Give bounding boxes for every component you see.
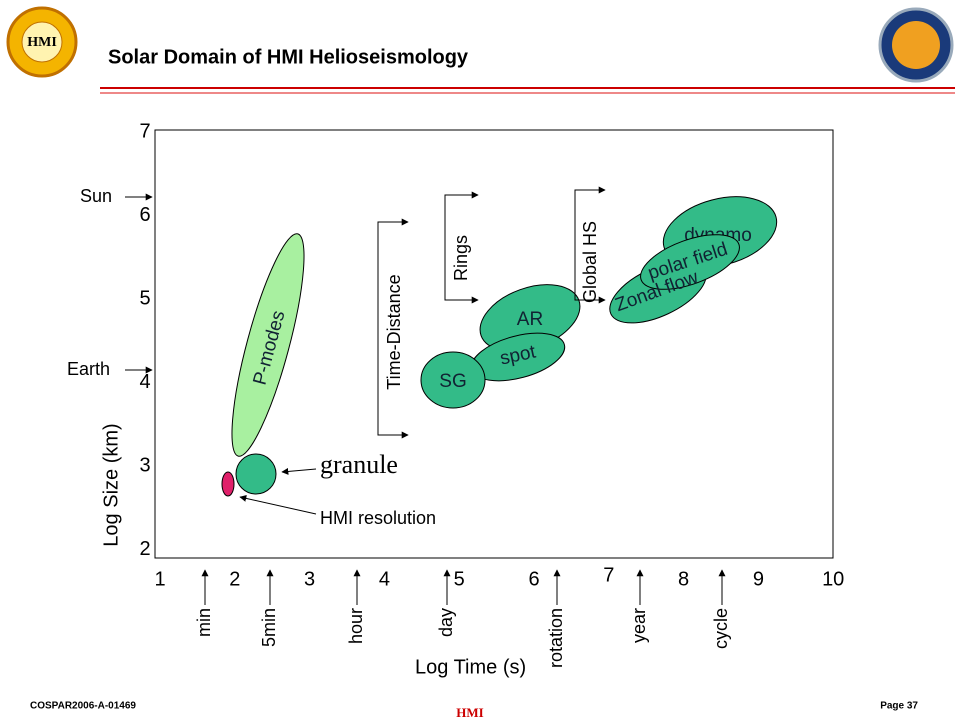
footer-right: Page 37 bbox=[880, 701, 918, 712]
granule-region bbox=[235, 453, 277, 495]
x-axis-label: Log Time (s) bbox=[415, 656, 526, 678]
arrow bbox=[281, 467, 317, 475]
time-marker: cycle bbox=[711, 608, 731, 649]
annotation: HMI resolution bbox=[320, 508, 436, 528]
sg-region bbox=[420, 351, 486, 409]
arrow bbox=[239, 494, 317, 515]
time-marker: year bbox=[629, 608, 649, 643]
region-label: granule bbox=[320, 450, 398, 479]
time-marker: min bbox=[194, 608, 214, 637]
x-tick-label: 3 bbox=[304, 568, 315, 590]
region-label: SG bbox=[439, 371, 466, 392]
resolution-mark bbox=[221, 471, 235, 497]
x-tick-label: 6 bbox=[528, 568, 539, 590]
x-tick-label: 9 bbox=[753, 568, 764, 590]
y-tick-label: 6 bbox=[139, 204, 150, 226]
time-marker: rotation bbox=[546, 608, 566, 668]
footer-center: HMI bbox=[456, 705, 483, 720]
x-tick-label: 10 bbox=[822, 568, 844, 590]
y-tick-label: 7 bbox=[139, 120, 150, 142]
y-tick-label: 3 bbox=[139, 454, 150, 476]
size-marker: Sun bbox=[80, 186, 112, 206]
polar-field-region bbox=[640, 234, 740, 290]
x-tick-label: 4 bbox=[379, 568, 390, 590]
logo-left: HMI bbox=[6, 6, 78, 78]
y-tick-label: 5 bbox=[139, 287, 150, 309]
technique-label: Global HS bbox=[580, 221, 600, 303]
x-tick-label: 8 bbox=[678, 568, 689, 590]
logo-right bbox=[878, 7, 954, 83]
svg-text:HMI: HMI bbox=[27, 35, 57, 50]
time-marker: hour bbox=[346, 608, 366, 644]
y-axis-label: Log Size (km) bbox=[100, 423, 122, 546]
time-marker: 5min bbox=[259, 608, 279, 647]
slide-title: Solar Domain of HMI Helioseismology bbox=[108, 46, 469, 68]
x-tick-label: 1 bbox=[154, 568, 165, 590]
x-tick-label: 2 bbox=[229, 568, 240, 590]
technique-label: Rings bbox=[451, 235, 471, 281]
region-label: AR bbox=[517, 309, 543, 330]
plot-frame bbox=[154, 129, 834, 559]
x-tick-label: 7 bbox=[603, 564, 614, 586]
p-modes-region bbox=[231, 233, 305, 457]
technique-label: Time-Distance bbox=[384, 274, 404, 389]
x-tick-label: 5 bbox=[454, 568, 465, 590]
y-tick-label: 2 bbox=[139, 538, 150, 560]
footer-left: COSPAR2006-A-01469 bbox=[30, 701, 136, 712]
size-marker: Earth bbox=[67, 359, 110, 379]
time-marker: day bbox=[436, 608, 456, 637]
y-tick-label: 4 bbox=[139, 371, 150, 393]
